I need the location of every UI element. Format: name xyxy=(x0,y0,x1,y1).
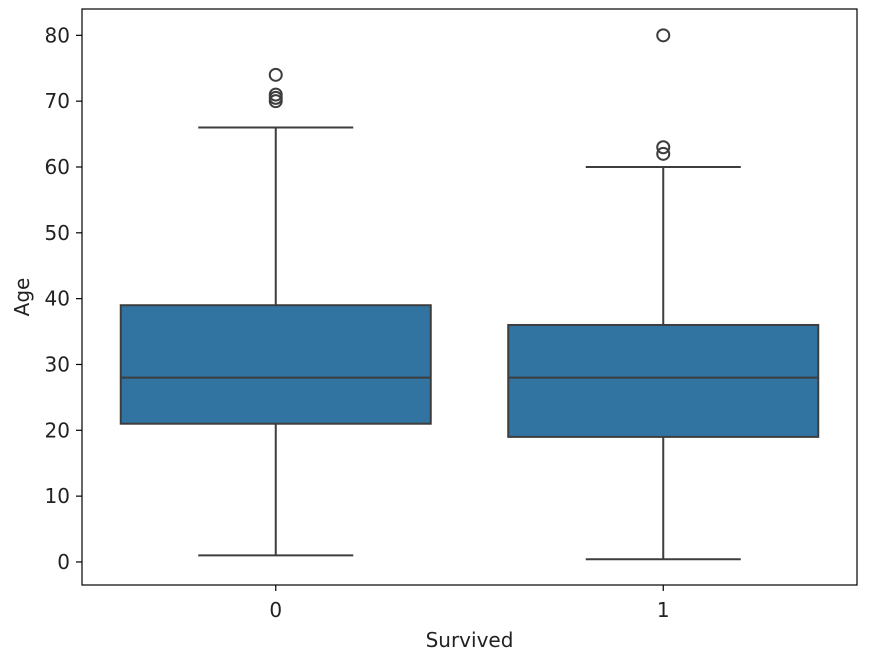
outlier-point xyxy=(268,87,283,102)
outlier-point xyxy=(656,146,671,161)
y-tick-label: 10 xyxy=(45,484,70,508)
box-group-1 xyxy=(507,28,820,561)
boxes-layer xyxy=(119,28,820,561)
outlier-point xyxy=(268,67,283,82)
x-tick-label: 1 xyxy=(657,598,670,622)
y-tick-label: 20 xyxy=(45,418,70,442)
y-tick-label: 80 xyxy=(45,23,70,47)
x-axis-label: Survived xyxy=(426,628,514,652)
box-group-0 xyxy=(119,67,432,557)
outlier-point xyxy=(656,140,671,155)
iqr-box xyxy=(507,323,820,438)
plot-frame xyxy=(81,8,858,586)
x-tick-label: 0 xyxy=(269,598,282,622)
y-tick-label: 30 xyxy=(45,352,70,376)
y-axis-label: Age xyxy=(10,278,34,317)
y-tick-label: 0 xyxy=(57,550,70,574)
y-tick-label: 50 xyxy=(45,221,70,245)
y-tick-label: 60 xyxy=(45,155,70,179)
y-tick-label: 70 xyxy=(45,89,70,113)
outlier-point xyxy=(656,28,671,43)
y-tick-label: 40 xyxy=(45,287,70,311)
y-axis: 0 10 20 30 40 50 60 70 80 xyxy=(45,23,82,574)
iqr-box xyxy=(119,304,432,425)
